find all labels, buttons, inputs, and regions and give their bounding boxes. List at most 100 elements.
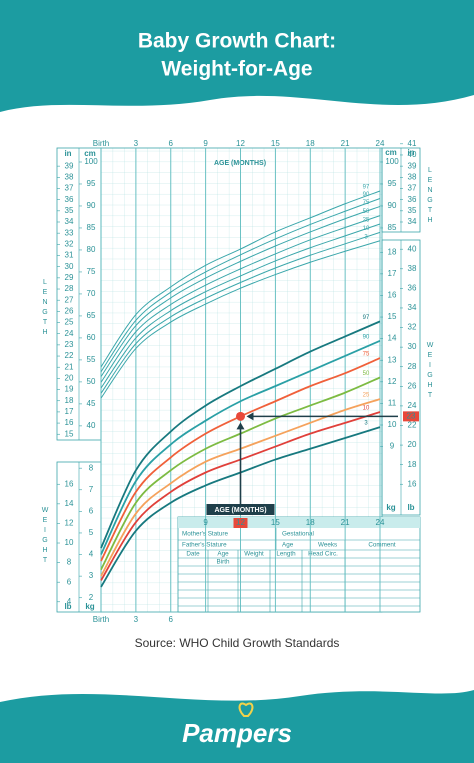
footer-band bbox=[0, 690, 474, 763]
y-tick-label: 38 bbox=[408, 172, 417, 181]
source: Source: WHO Child Growth Standards bbox=[135, 636, 340, 650]
y-tick-label: 39 bbox=[65, 161, 74, 170]
y-tick-label: 8 bbox=[89, 463, 94, 472]
axis-unit: cm bbox=[84, 149, 96, 158]
y-tick-label: 55 bbox=[87, 355, 96, 364]
curve bbox=[100, 190, 381, 368]
axis-unit: lb bbox=[64, 602, 71, 611]
highlight bbox=[233, 518, 248, 528]
x-tick-label: 18 bbox=[306, 139, 315, 148]
curve-label: 50 bbox=[363, 371, 370, 377]
y-tick-label: 38 bbox=[65, 172, 74, 181]
y-tick-label: 2 bbox=[89, 593, 94, 602]
x-tick-label: 3 bbox=[134, 139, 139, 148]
y-tick-label: 32 bbox=[65, 239, 74, 248]
axis-unit: kg bbox=[386, 503, 395, 512]
x-tick-label: 9 bbox=[203, 518, 208, 527]
curve bbox=[100, 205, 381, 377]
y-tick-label: 34 bbox=[408, 217, 417, 226]
y-tick-label: 16 bbox=[408, 479, 417, 488]
y-tick-label: 6 bbox=[67, 577, 72, 586]
table-field: Weeks bbox=[318, 542, 337, 549]
y-tick-label: 24 bbox=[408, 401, 417, 410]
y-tick-label: 37 bbox=[408, 184, 417, 193]
x-tick-label: 6 bbox=[169, 615, 174, 624]
record-table: Mother's Stature Father's Stature Gestat… bbox=[177, 516, 421, 613]
axis-unit: kg bbox=[85, 602, 94, 611]
label-box bbox=[206, 504, 275, 515]
y-tick-label: 10 bbox=[65, 538, 74, 547]
y-tick-label: 40 bbox=[408, 150, 417, 159]
x-tick-label: Birth bbox=[93, 139, 109, 148]
axis-unit: in bbox=[407, 148, 414, 157]
y-tick-label: 12 bbox=[65, 519, 74, 528]
y-tick-label: 15 bbox=[388, 312, 397, 321]
y-tick-label: 16 bbox=[388, 291, 397, 300]
x-tick-label: 9 bbox=[203, 139, 208, 148]
y-tick-label: 17 bbox=[388, 269, 397, 278]
y-tick-label: 20 bbox=[408, 440, 417, 449]
curve bbox=[100, 215, 381, 383]
curve-label: 3 bbox=[364, 421, 368, 427]
y-tick-label: 26 bbox=[65, 306, 74, 315]
table-field: Age bbox=[282, 542, 294, 549]
y-tick-label: 95 bbox=[388, 179, 397, 188]
x-tick-label: 21 bbox=[341, 139, 350, 148]
y-tick-label: 24 bbox=[65, 329, 74, 338]
table-column: Head Circ. bbox=[308, 551, 338, 558]
y-tick-label: 40 bbox=[408, 244, 417, 253]
table-column: Length bbox=[276, 551, 296, 558]
curve bbox=[100, 320, 381, 549]
y-tick-label: 41 bbox=[408, 139, 417, 148]
x-axis-title: AGE (MONTHS) bbox=[214, 507, 266, 514]
curve-label: 50 bbox=[363, 209, 370, 215]
y-tick-label: 25 bbox=[65, 318, 74, 327]
y-tick-label: 36 bbox=[408, 195, 417, 204]
y-tick-label: 36 bbox=[408, 283, 417, 292]
x-tick-label: 21 bbox=[341, 518, 350, 527]
y-tick-label: 45 bbox=[87, 399, 96, 408]
y-tick-label: 13 bbox=[388, 355, 397, 364]
curve-label: 3 bbox=[364, 234, 368, 240]
header-band bbox=[0, 0, 474, 112]
y-tick-label: 35 bbox=[65, 206, 74, 215]
y-tick-label: 33 bbox=[65, 228, 74, 237]
x-tick-label: 6 bbox=[169, 139, 174, 148]
y-tick-label: 19 bbox=[65, 385, 74, 394]
y-tick-label: 28 bbox=[65, 284, 74, 293]
y-tick-label: 20 bbox=[65, 374, 74, 383]
y-tick-label: 5 bbox=[89, 528, 94, 537]
curve-label: 90 bbox=[363, 334, 370, 340]
x-tick-label: 15 bbox=[271, 139, 280, 148]
curve bbox=[100, 223, 381, 389]
y-tick-label: 38 bbox=[408, 264, 417, 273]
y-tick-label: 16 bbox=[65, 479, 74, 488]
table-field: Father's Stature bbox=[182, 542, 227, 549]
x-axis-title: AGE (MONTHS) bbox=[214, 160, 266, 167]
y-tick-label: 26 bbox=[408, 381, 417, 390]
y-tick-label: 36 bbox=[65, 195, 74, 204]
brand-logo: Pampers bbox=[182, 718, 292, 748]
y-tick-label: 30 bbox=[65, 262, 74, 271]
y-tick-label: 4 bbox=[89, 550, 94, 559]
x-tick-label: 18 bbox=[306, 518, 315, 527]
curve bbox=[100, 339, 381, 555]
y-tick-label: 12 bbox=[388, 377, 397, 386]
logo-heart bbox=[238, 702, 254, 717]
curve-label: 97 bbox=[363, 315, 370, 321]
y-tick-label: 65 bbox=[87, 311, 96, 320]
y-tick-label: 30 bbox=[408, 342, 417, 351]
y-tick-label: 6 bbox=[89, 506, 94, 515]
y-tick-label: 70 bbox=[87, 289, 96, 298]
y-tick-label: 8 bbox=[67, 558, 72, 567]
y-tick-label: 18 bbox=[388, 247, 397, 256]
y-tick-label: 14 bbox=[388, 334, 397, 343]
axis-unit: lb bbox=[407, 503, 414, 512]
y-tick-label: 11 bbox=[388, 399, 397, 408]
curve bbox=[100, 198, 381, 373]
y-tick-label: 40 bbox=[87, 421, 96, 430]
axis-unit: in bbox=[64, 149, 71, 158]
curve bbox=[100, 231, 381, 394]
